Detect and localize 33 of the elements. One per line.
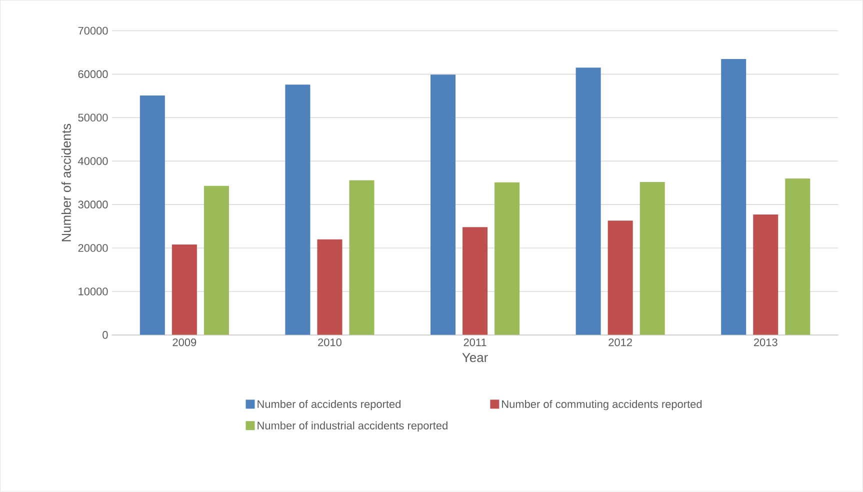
bar	[172, 244, 197, 336]
y-tick-label: 60000	[78, 70, 108, 78]
bar	[721, 59, 746, 336]
x-tick-label: 2010	[318, 338, 342, 346]
bar	[494, 182, 520, 336]
bar	[430, 74, 456, 336]
bar	[462, 227, 488, 336]
bar	[576, 68, 601, 336]
y-axis-title: Number of accidents	[61, 124, 71, 242]
bar	[204, 186, 229, 336]
x-tick-label: 2012	[608, 338, 632, 346]
legend-label: Number of industrial accidents reported	[258, 422, 448, 432]
bar	[285, 84, 310, 336]
x-tick-label: 2013	[754, 338, 778, 346]
legend-label: Number of accidents reported	[258, 400, 400, 410]
bar	[140, 96, 165, 336]
bar	[317, 239, 342, 336]
x-axis-title: Year	[462, 353, 488, 362]
y-tick-label: 10000	[78, 288, 108, 296]
x-tick-label: 2011	[464, 338, 486, 346]
bar	[608, 220, 633, 336]
y-tick-label: 0	[102, 331, 108, 339]
x-tick-label: 2009	[172, 338, 196, 346]
bar	[640, 182, 665, 336]
y-tick-label: 20000	[78, 244, 108, 252]
bar	[753, 214, 778, 336]
bar	[349, 180, 374, 336]
legend-label: Number of commuting accidents reported	[502, 400, 702, 410]
y-tick-label: 70000	[78, 26, 108, 35]
bar	[785, 178, 810, 336]
y-tick-label: 30000	[78, 200, 108, 209]
y-tick-label: 40000	[78, 157, 108, 166]
y-tick-label: 50000	[78, 114, 108, 122]
